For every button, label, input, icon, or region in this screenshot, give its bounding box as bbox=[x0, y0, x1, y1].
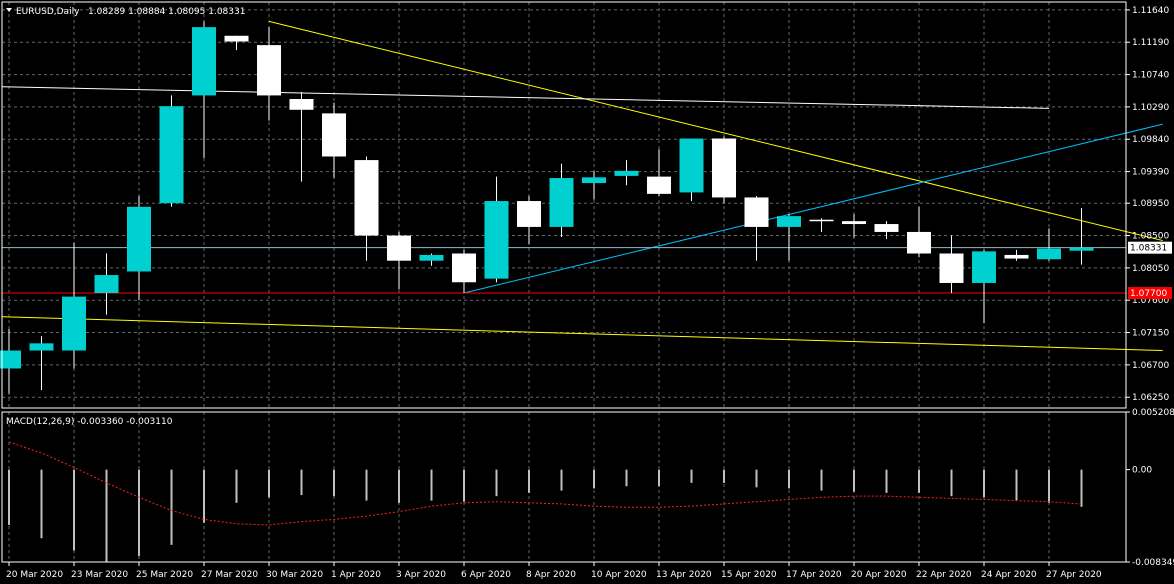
date-tick-label: 10 Apr 2020 bbox=[591, 570, 647, 580]
candle-body-bear bbox=[1004, 254, 1029, 259]
candle-body-bull bbox=[777, 216, 801, 227]
price-tick-label: 1.06700 bbox=[1132, 361, 1169, 371]
current-price-label: 1.08331 bbox=[1130, 244, 1167, 254]
candle-body-bull bbox=[972, 251, 996, 283]
price-tick-label: 1.09390 bbox=[1132, 168, 1169, 178]
trendline bbox=[268, 20, 1163, 242]
candle-body-bull bbox=[159, 106, 184, 204]
price-tick-label: 1.08500 bbox=[1132, 232, 1169, 242]
price-tick-label: 1.06250 bbox=[1132, 393, 1169, 403]
price-tick-label: 1.09840 bbox=[1132, 135, 1169, 145]
candle-body-bull bbox=[484, 201, 509, 279]
main-plot-frame bbox=[1, 1, 1127, 409]
candle-body-bull bbox=[127, 206, 151, 272]
candle-body-bear bbox=[712, 138, 736, 198]
macd-tick-label: 0.00 bbox=[1132, 466, 1152, 476]
candle-body-bull bbox=[582, 177, 606, 184]
date-tick-label: 6 Apr 2020 bbox=[461, 570, 511, 580]
price-tick-label: 1.07150 bbox=[1132, 329, 1169, 339]
candle-body-bear bbox=[354, 160, 379, 236]
candle-body-bull bbox=[1037, 248, 1061, 260]
price-tick-label: 1.08950 bbox=[1132, 199, 1169, 209]
level-line-label-box bbox=[1128, 287, 1172, 300]
date-tick-label: 27 Mar 2020 bbox=[201, 570, 258, 580]
candle-body-bear bbox=[387, 235, 411, 261]
price-tick-label: 1.11640 bbox=[1132, 6, 1169, 16]
macd-plot-frame bbox=[1, 411, 1127, 563]
date-tick-label: 23 Mar 2020 bbox=[71, 570, 128, 580]
price-tick-label: 1.10290 bbox=[1132, 103, 1169, 113]
candle-body-bear bbox=[842, 221, 866, 225]
price-tick-label: 1.08050 bbox=[1132, 264, 1169, 274]
date-tick-label: 20 Apr 2020 bbox=[851, 570, 907, 580]
date-tick-label: 20 Mar 2020 bbox=[6, 570, 63, 580]
trendline bbox=[2, 316, 1163, 352]
date-tick-label: 1 Apr 2020 bbox=[331, 570, 381, 580]
date-tick-label: 17 Apr 2020 bbox=[786, 570, 842, 580]
candle-body-bear bbox=[907, 231, 931, 254]
date-tick-label: 22 Apr 2020 bbox=[916, 570, 972, 580]
candles-layer bbox=[0, 21, 1094, 394]
date-tick-label: 15 Apr 2020 bbox=[721, 570, 777, 580]
date-tick-label: 30 Mar 2020 bbox=[266, 570, 323, 580]
candle-body-bear bbox=[322, 113, 346, 157]
candle-body-bull bbox=[679, 138, 704, 193]
macd-title: MACD(12,26,9) -0.003360 -0.003110 bbox=[6, 417, 173, 427]
trendline bbox=[2, 86, 1050, 109]
candle-body-bear bbox=[744, 197, 769, 227]
date-tick-label: 27 Apr 2020 bbox=[1046, 570, 1102, 580]
candle-body-bear bbox=[289, 99, 314, 110]
macd-layer bbox=[8, 441, 1083, 562]
price-tick-label: 1.11190 bbox=[1132, 38, 1169, 48]
macd-tick-label: -0.008349 bbox=[1132, 558, 1174, 568]
macd-signal-line bbox=[8, 441, 1082, 526]
date-tick-label: 25 Mar 2020 bbox=[136, 570, 193, 580]
axis-layer: 1.11640 1.11190 1.10740 1.10290 1.09840 1.093… bbox=[6, 6, 1174, 580]
level-line-label: 1.07700 bbox=[1130, 289, 1167, 299]
candle-body-bull bbox=[1069, 247, 1094, 251]
candle-body-bull bbox=[192, 27, 216, 96]
macd-tick-label: 0.005208 bbox=[1132, 408, 1174, 418]
candle-body-bull bbox=[614, 170, 639, 176]
symbol-menu-triangle-icon[interactable] bbox=[6, 8, 12, 12]
candle-body-bear bbox=[517, 201, 541, 227]
chart-symbol-title: EURUSD,Daily bbox=[16, 7, 80, 17]
candle-body-bear bbox=[874, 224, 899, 232]
date-tick-label: 13 Apr 2020 bbox=[656, 570, 712, 580]
candle-body-bear bbox=[647, 176, 671, 194]
candle-body-bull bbox=[549, 178, 574, 227]
candle-body-bear bbox=[452, 253, 476, 283]
candle-body-bear bbox=[809, 219, 834, 222]
price-tick-label: 1.07600 bbox=[1132, 296, 1169, 306]
trendline bbox=[463, 123, 1163, 294]
candle-body-bear bbox=[939, 253, 964, 283]
candle-body-bull bbox=[94, 275, 119, 294]
candle-body-bear bbox=[224, 35, 249, 42]
date-tick-label: 8 Apr 2020 bbox=[526, 570, 576, 580]
current-price-label-box bbox=[1128, 241, 1172, 254]
trendlines-layer bbox=[2, 20, 1163, 352]
date-tick-label: 3 Apr 2020 bbox=[396, 570, 446, 580]
price-tick-label: 1.10740 bbox=[1132, 71, 1169, 81]
chart-ohlc-header: 1.08289 1.08884 1.08095 1.08331 bbox=[88, 7, 245, 17]
date-tick-label: 24 Apr 2020 bbox=[981, 570, 1037, 580]
candle-body-bull bbox=[419, 254, 444, 261]
candle-body-bear bbox=[257, 45, 281, 96]
candle-body-bull bbox=[62, 296, 86, 351]
candle-body-bull bbox=[29, 343, 54, 351]
candle-body-bull bbox=[0, 350, 21, 369]
